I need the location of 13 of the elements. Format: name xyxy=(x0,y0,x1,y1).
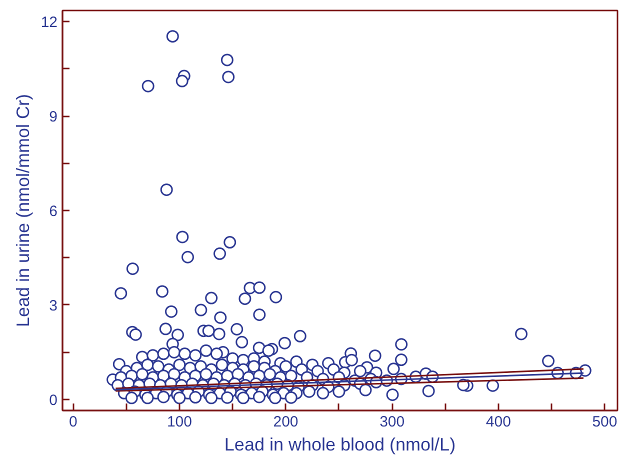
x-tick-label: 300 xyxy=(380,414,405,430)
x-tick-label: 400 xyxy=(486,414,511,430)
x-tick-label: 200 xyxy=(273,414,298,430)
y-tick-label: 3 xyxy=(49,297,58,314)
y-tick-label: 0 xyxy=(49,392,58,409)
y-tick-label: 9 xyxy=(49,108,58,126)
y-tick-label: 6 xyxy=(49,203,58,220)
x-axis-title: Lead in whole blood (nmol/L) xyxy=(224,434,456,454)
x-tick-label: 0 xyxy=(68,414,78,430)
y-tick-label: 12 xyxy=(40,14,58,32)
y-axis-title: Lead in urine (nmol/mmol Cr) xyxy=(12,94,33,328)
x-tick-label: 100 xyxy=(166,414,192,430)
x-tick-label: 500 xyxy=(592,414,618,430)
